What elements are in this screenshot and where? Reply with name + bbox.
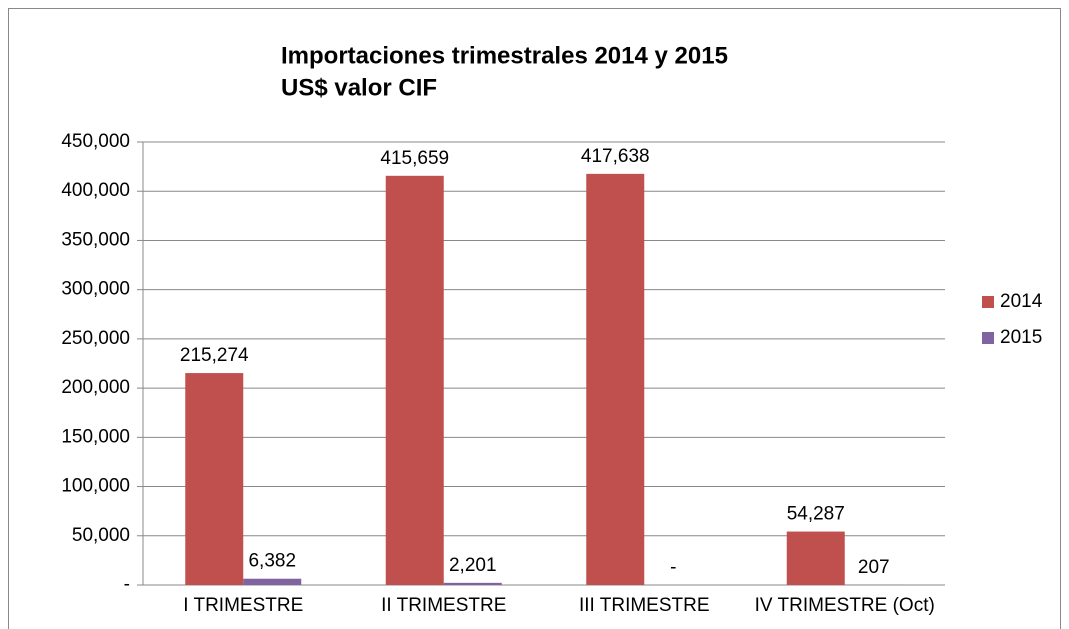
value-label: 415,659 bbox=[380, 148, 449, 169]
y-tick-label: 350,000 bbox=[61, 229, 130, 250]
y-tick-label: 400,000 bbox=[61, 180, 130, 201]
legend-label: 2015 bbox=[1000, 327, 1042, 348]
value-label: 417,638 bbox=[581, 146, 650, 167]
value-label: - bbox=[670, 557, 676, 578]
value-label: 2,201 bbox=[449, 555, 497, 576]
y-tick-label: 50,000 bbox=[72, 525, 130, 546]
bar bbox=[786, 531, 845, 585]
legend-swatch bbox=[982, 296, 994, 308]
bar bbox=[443, 582, 502, 585]
chart-title: Importaciones trimestrales 2014 y 2015 bbox=[281, 42, 728, 69]
x-tick-label: IV TRIMESTRE (Oct) bbox=[755, 595, 935, 616]
value-label: 6,382 bbox=[248, 551, 296, 572]
bar bbox=[586, 173, 645, 586]
x-tick-label: I TRIMESTRE bbox=[183, 595, 303, 616]
chart-subtitle: US$ valor CIF bbox=[281, 74, 437, 101]
bar bbox=[243, 578, 302, 585]
legend-label: 2014 bbox=[1000, 291, 1043, 312]
y-tick-label: 150,000 bbox=[61, 426, 130, 447]
legend-swatch bbox=[982, 332, 994, 344]
value-label: 54,287 bbox=[787, 504, 845, 525]
value-label: 207 bbox=[858, 557, 890, 578]
x-tick-label: III TRIMESTRE bbox=[579, 595, 710, 616]
bar bbox=[385, 175, 444, 585]
y-tick-label: 100,000 bbox=[61, 476, 130, 497]
chart-frame bbox=[8, 8, 1061, 629]
value-label: 215,274 bbox=[180, 345, 249, 366]
bar bbox=[185, 373, 244, 585]
y-tick-label: 450,000 bbox=[61, 131, 130, 152]
y-tick-label: 250,000 bbox=[61, 328, 130, 349]
x-tick-label: II TRIMESTRE bbox=[381, 595, 506, 616]
y-tick-label: 200,000 bbox=[61, 377, 130, 398]
y-tick-label: - bbox=[124, 574, 130, 595]
y-tick-label: 300,000 bbox=[61, 279, 130, 300]
